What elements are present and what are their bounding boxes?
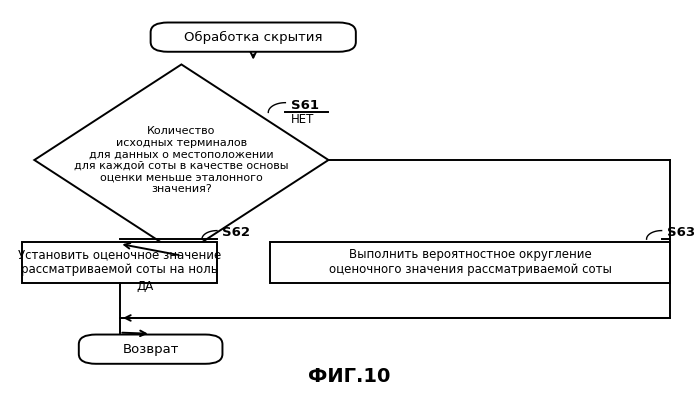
Text: Установить оценочное значение
рассматриваемой соты на ноль: Установить оценочное значение рассматрив… [18,248,221,276]
Text: Возврат: Возврат [122,343,179,356]
Text: S61: S61 [291,99,319,112]
Text: Обработка скрытия: Обработка скрытия [184,31,322,44]
Text: Количество
исходных терминалов
для данных о местоположении
для каждой соты в кач: Количество исходных терминалов для данны… [74,126,289,194]
Bar [22,242,217,283]
FancyBboxPatch shape [79,335,223,364]
Text: ДА: ДА [137,280,154,293]
FancyBboxPatch shape [151,23,356,52]
Text: S62: S62 [223,226,251,239]
Text: S63: S63 [667,226,695,239]
Text: Выполнить вероятностное округление
оценочного значения рассматриваемой соты: Выполнить вероятностное округление оцено… [329,248,612,276]
Text: ФИГ.10: ФИГ.10 [308,367,390,386]
Bar [270,242,671,283]
Text: НЕТ: НЕТ [291,113,314,125]
Polygon shape [34,64,329,256]
